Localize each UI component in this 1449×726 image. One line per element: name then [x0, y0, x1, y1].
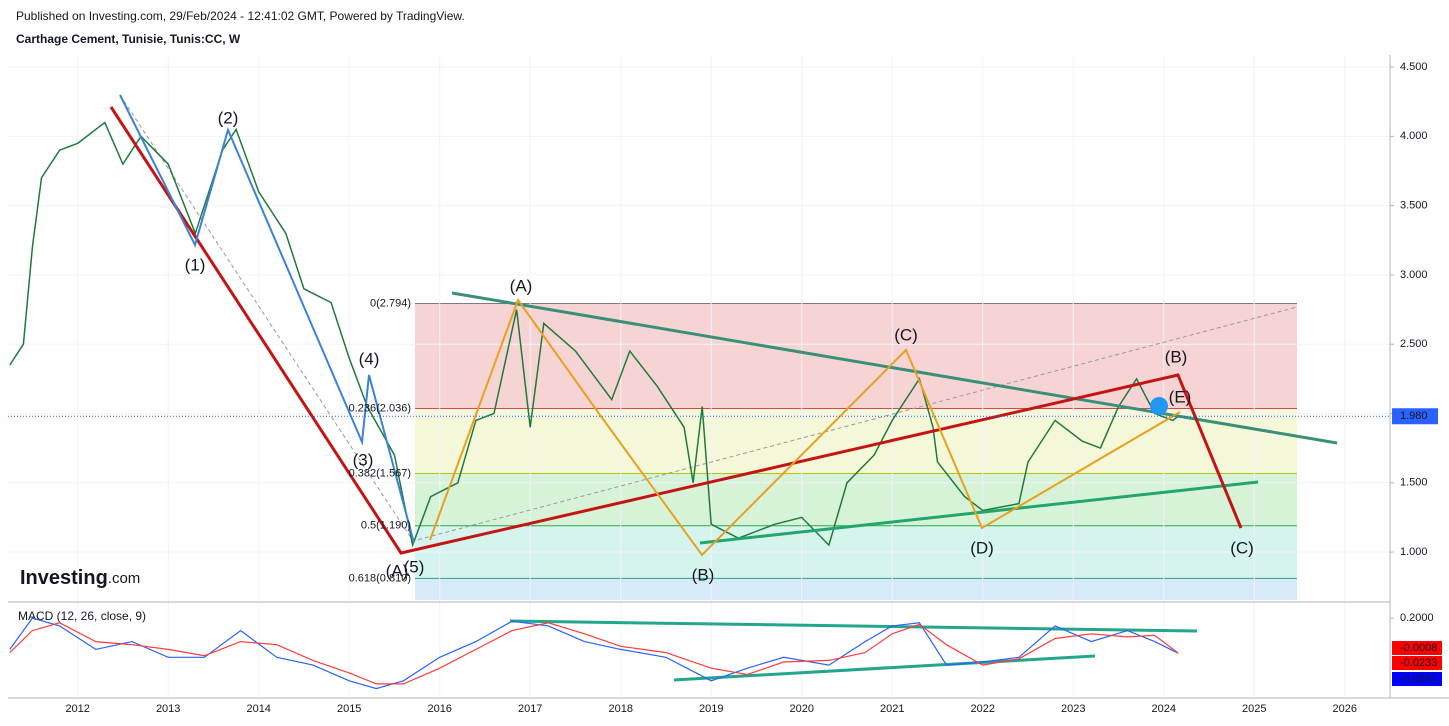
macd-value-label: -0.0233	[1400, 657, 1437, 669]
wave-impulse	[119, 94, 415, 544]
y-tick-label: 2.500	[1400, 338, 1428, 350]
macd-trend-line	[673, 654, 1096, 682]
x-tick-label: 2024	[1151, 703, 1175, 715]
x-tick-label: 2017	[518, 703, 542, 715]
x-tick-label: 2016	[427, 703, 451, 715]
wave-label: (1)	[185, 255, 206, 274]
wave-label: (C)	[894, 325, 918, 344]
y-tick-label: 3.500	[1400, 200, 1428, 212]
symbol: Carthage Cement, Tunisie, Tunis:CC, W	[16, 32, 241, 46]
macd-title: MACD (12, 26, close, 9)	[18, 609, 146, 623]
price-line	[9, 121, 1179, 548]
macd-value-box	[1392, 656, 1442, 670]
y-tick-label: 0.2000	[1400, 612, 1434, 624]
macd-trend-line	[509, 619, 1198, 633]
fib-zone	[415, 473, 1297, 526]
wave-label: (B)	[1165, 347, 1188, 366]
wave-label: (A)	[510, 276, 533, 295]
fib-label: 0.236(2.036)	[349, 402, 411, 414]
wave-abc	[109, 106, 1243, 555]
x-tick-label: 2020	[789, 703, 813, 715]
fib-label: 0(2.794)	[370, 297, 411, 309]
trend-line	[451, 291, 1338, 445]
x-tick-label: 2021	[880, 703, 904, 715]
fib-zone	[415, 578, 1297, 600]
macd-value-label: -0.0241	[1400, 673, 1437, 685]
x-tick-label: 2022	[970, 703, 994, 715]
published: Published on Investing.com, 29/Feb/2024 …	[16, 9, 465, 23]
x-tick-label: 2025	[1242, 703, 1266, 715]
price-pane	[9, 121, 1179, 548]
wave-label: (3)	[353, 450, 374, 469]
wave-label: (2)	[218, 108, 239, 127]
wave-label: (C)	[1230, 538, 1254, 557]
macd-line	[9, 617, 1179, 690]
fib-label: 0.618(0.810)	[349, 572, 411, 584]
macd-value-box	[1392, 641, 1442, 655]
wave-label: (E)	[1169, 387, 1192, 406]
fib-zone	[415, 408, 1297, 474]
wave-labels: (1)(2)(3)(4)(5)(A)(A)(B)(C)(D)(E)(B)(C)	[185, 108, 1254, 584]
x-tick-label: 2013	[156, 703, 180, 715]
grid	[8, 55, 1390, 698]
x-tick-label: 2012	[65, 703, 89, 715]
y-tick-label: 4.500	[1400, 61, 1428, 73]
macd-value-label: -0.0008	[1400, 642, 1437, 654]
fib-label: 0.5(1.190)	[361, 520, 411, 532]
marker-icon	[1150, 397, 1168, 415]
wave-label: (A)	[386, 561, 409, 580]
x-tick-label: 2023	[1061, 703, 1085, 715]
wave-label: (D)	[970, 538, 994, 557]
macd-line	[9, 622, 1179, 685]
y-tick-label: 4.000	[1400, 130, 1428, 142]
wave-triangle	[429, 297, 1181, 557]
x-tick-label: 2026	[1333, 703, 1357, 715]
wave-label: (5)	[404, 557, 425, 576]
y-tick-label: 3.000	[1400, 269, 1428, 281]
x-tick-label: 2019	[699, 703, 723, 715]
x-tick-label: 2018	[608, 703, 632, 715]
wave-label: (4)	[359, 349, 380, 368]
y-tick-label: 1.000	[1400, 546, 1428, 558]
last-price-label: 1.980	[1400, 410, 1428, 422]
wave-label: (B)	[692, 565, 715, 584]
trend-line	[699, 480, 1259, 545]
logo: Investing.com	[20, 567, 140, 589]
x-tick-label: 2014	[246, 703, 270, 715]
fib-label: 0.382(1.567)	[349, 467, 411, 479]
macd-value-box	[1392, 672, 1442, 686]
x-tick-label: 2015	[337, 703, 361, 715]
y-tick-label: 1.500	[1400, 477, 1428, 489]
fib-zone	[415, 303, 1297, 409]
last-price-box	[1392, 408, 1438, 425]
